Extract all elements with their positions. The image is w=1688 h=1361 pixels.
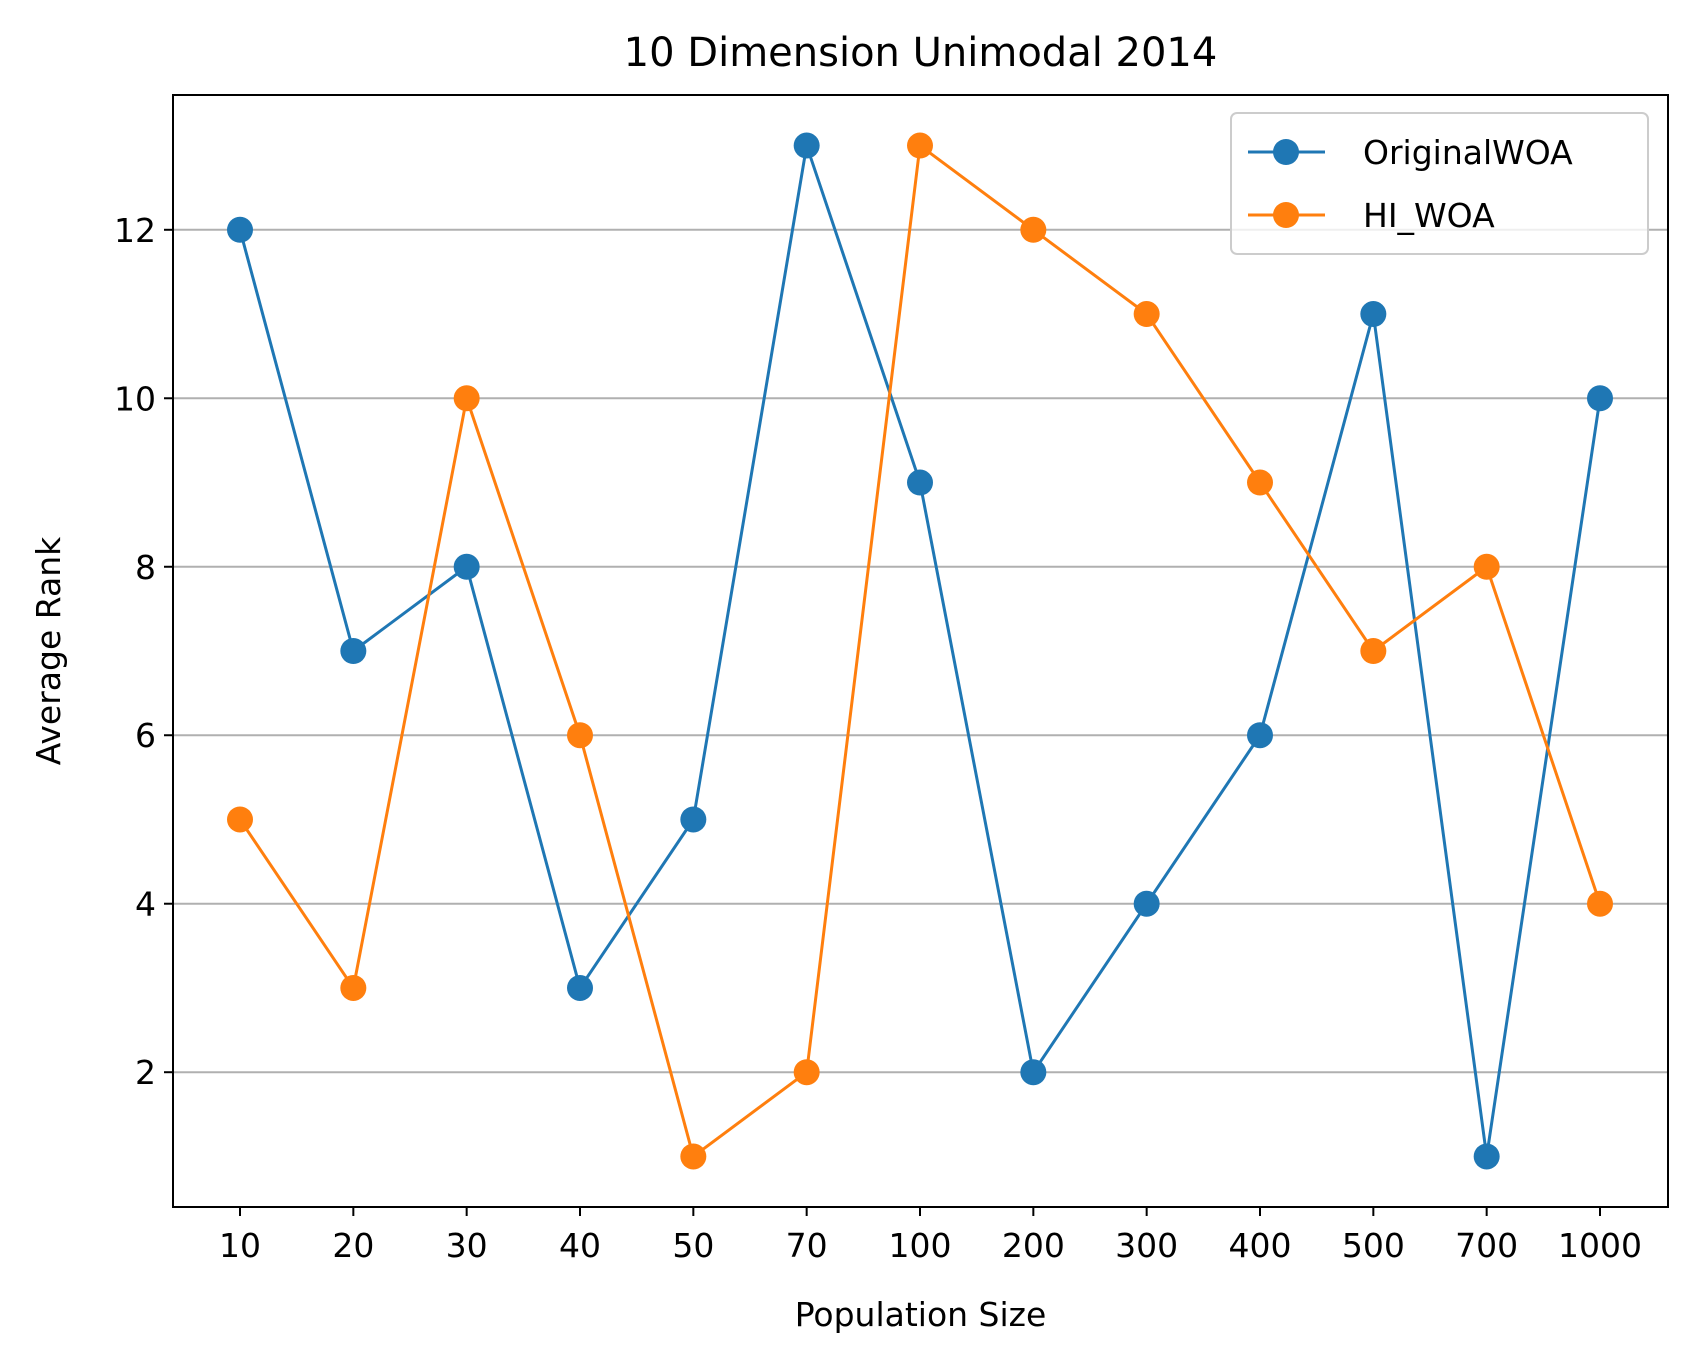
data-point-originalwoa [1587, 385, 1613, 412]
data-point-hi-woa [680, 1143, 707, 1170]
x-tick-label: 50 [672, 1226, 714, 1265]
x-tick-label: 200 [1002, 1226, 1065, 1265]
data-point-originalwoa [1473, 1143, 1500, 1170]
x-tick-label: 10 [219, 1226, 261, 1265]
data-point-hi-woa [227, 806, 253, 833]
legend-marker-originalwoa [1273, 139, 1299, 165]
x-tick-label: 20 [332, 1226, 374, 1265]
data-point-originalwoa [1247, 722, 1273, 749]
legend: OriginalWOA HI_WOA [1230, 112, 1649, 255]
data-point-hi-woa [1133, 301, 1160, 328]
data-point-originalwoa [340, 638, 367, 664]
data-point-hi-woa [1360, 638, 1387, 664]
x-tick-label: 70 [786, 1226, 828, 1265]
y-axis-label: Average Rank [29, 536, 68, 765]
data-point-hi-woa [793, 1059, 820, 1086]
series-group [227, 132, 1613, 1170]
data-point-originalwoa [227, 216, 253, 243]
series-originalwoa [227, 132, 1613, 1170]
x-tick-label: 30 [446, 1226, 488, 1265]
y-tick-label: 10 [114, 379, 156, 418]
legend-box [1230, 112, 1649, 255]
legend-label-originalwoa: OriginalWOA [1363, 133, 1573, 172]
data-point-hi-woa [340, 974, 367, 1001]
ticks: 2 4 6 8 10 12 10 20 30 40 50 70 100 200 300 400 500 700 10… [114, 211, 1642, 1265]
data-point-originalwoa [793, 132, 820, 159]
data-point-originalwoa [907, 469, 933, 496]
data-point-hi-woa [1473, 553, 1500, 580]
y-tick-label: 4 [135, 885, 156, 924]
data-point-hi-woa [907, 132, 933, 159]
data-point-originalwoa [567, 974, 593, 1001]
data-point-originalwoa [680, 806, 707, 833]
data-point-hi-woa [1247, 469, 1273, 496]
data-point-hi-woa [567, 722, 593, 749]
x-tick-label: 1000 [1558, 1226, 1642, 1265]
x-tick-label: 40 [559, 1226, 601, 1265]
y-tick-label: 6 [135, 716, 156, 755]
y-tick-label: 12 [114, 211, 156, 250]
x-tick-label: 300 [1115, 1226, 1178, 1265]
chart-title: 10 Dimension Unimodal 2014 [624, 30, 1218, 76]
data-point-hi-woa [1587, 890, 1613, 917]
y-tick-label: 8 [135, 548, 156, 587]
data-point-originalwoa [1360, 301, 1387, 328]
x-axis-label: Population Size [795, 1295, 1047, 1334]
x-tick-label: 100 [889, 1226, 952, 1265]
data-point-originalwoa [1133, 890, 1160, 917]
x-tick-label: 500 [1342, 1226, 1405, 1265]
data-point-hi-woa [1020, 216, 1047, 243]
legend-marker-hi-woa [1273, 202, 1299, 228]
y-tick-label: 2 [135, 1053, 156, 1092]
series-hi-woa [227, 132, 1613, 1170]
legend-label-hi-woa: HI_WOA [1363, 196, 1495, 235]
x-tick-label: 700 [1455, 1226, 1518, 1265]
x-tick-label: 400 [1229, 1226, 1292, 1265]
data-point-originalwoa [1020, 1059, 1047, 1086]
data-point-hi-woa [453, 385, 480, 412]
data-point-originalwoa [453, 553, 480, 580]
